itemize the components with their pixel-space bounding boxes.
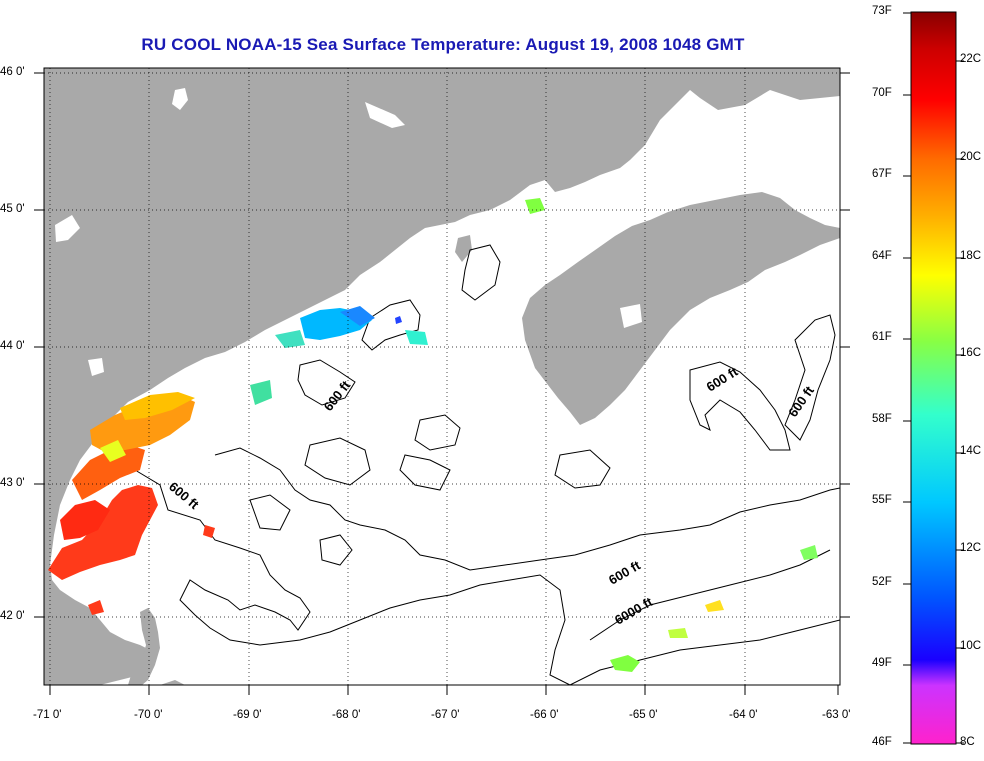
colorbar-f-label: 52F [872,576,892,588]
colorbar-f-label: 73F [872,5,892,17]
colorbar-c-label: 20C [960,151,982,163]
colorbar-f-label: 64F [872,250,892,262]
colorbar-c-label: 14C [960,445,982,457]
lake-3 [55,215,80,242]
y-tick-label: 43 0' [0,477,25,489]
colorbar-c-label: 16C [960,347,982,359]
water-minas-basin [645,150,745,200]
land-grand-manan [455,235,472,262]
axis-ticks [34,72,850,695]
map-title: RU COOL NOAA-15 Sea Surface Temperature:… [141,35,745,54]
lake-5 [365,102,405,128]
colorbar-f-label: 49F [872,657,892,669]
x-tick-label: -64 0' [729,709,758,721]
colorbar-f-label: 58F [872,413,892,425]
land-mainland [44,68,840,685]
lake-4 [620,304,642,328]
colorbar-c-label: 8C [960,736,975,748]
y-tick-label: 45 0' [0,203,25,215]
graticule [44,68,840,685]
land-nova-scotia [522,192,840,425]
colorbar-c-label: 18C [960,250,982,262]
x-tick-label: -69 0' [233,709,262,721]
sst-data [48,198,818,672]
y-tick-label: 42 0' [0,610,25,622]
colorbar-c-label: 10C [960,640,982,652]
x-tick-label: -63 0' [822,709,851,721]
lake-1 [172,88,188,110]
x-tick-label: -66 0' [530,709,559,721]
map-frame [43,67,841,686]
colorbar-f-label: 67F [872,168,892,180]
colorbar-f-label: 55F [872,494,892,506]
colorbar-c-label: 12C [960,542,982,554]
colorbar-f-label: 46F [872,736,892,748]
y-tick-label: 44 0' [0,340,25,352]
colorbar-f-label: 61F [872,331,892,343]
land-nantucket [160,680,185,685]
lake-2 [88,358,104,376]
x-tick-label: -67 0' [431,709,460,721]
colorbar [910,11,957,745]
colorbar-f-label: 70F [872,87,892,99]
land-cape-cod [128,608,160,685]
x-tick-label: -70 0' [134,709,163,721]
x-tick-label: -68 0' [332,709,361,721]
x-tick-label: -71 0' [33,709,62,721]
y-tick-label: 46 0' [0,66,25,78]
colorbar-c-label: 22C [960,53,982,65]
colorbar-ticks [903,12,964,744]
x-tick-label: -65 0' [629,709,658,721]
